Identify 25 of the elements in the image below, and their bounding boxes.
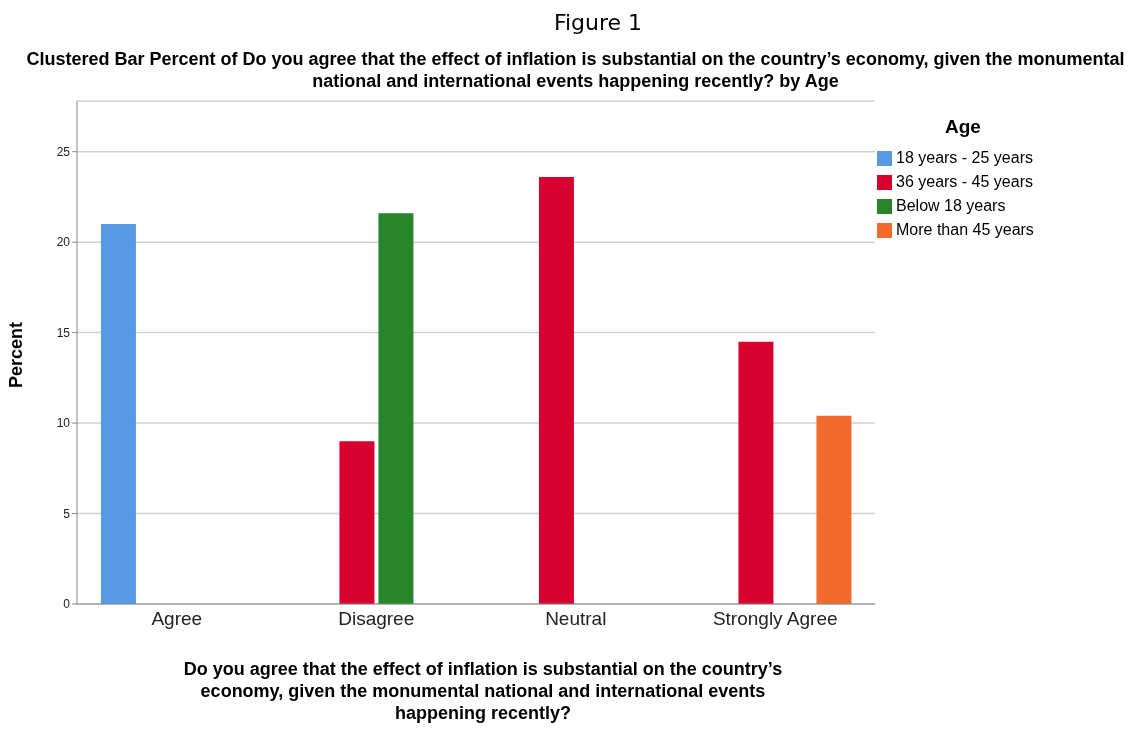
x-axis-title: Do you agree that the effect of inflation is substantial on the country’s economy, given the monumental national and international events happening recently? bbox=[182, 658, 784, 724]
x-tick-label: Strongly Agree bbox=[712, 608, 838, 630]
legend-label: 18 years - 25 years bbox=[896, 149, 1033, 167]
x-tick-label: Agree bbox=[151, 608, 203, 630]
legend-label: 36 years - 45 years bbox=[896, 173, 1033, 191]
bar bbox=[738, 341, 774, 604]
bar bbox=[339, 441, 375, 604]
legend-title: Age bbox=[945, 116, 982, 138]
bar bbox=[538, 176, 574, 604]
y-tick-label: 25 bbox=[56, 144, 71, 159]
bar bbox=[378, 213, 414, 604]
chart-title: Figure 1 bbox=[552, 10, 644, 35]
y-tick-label: 5 bbox=[63, 506, 71, 521]
x-tick-label: Disagree bbox=[338, 608, 415, 630]
legend-label: More than 45 years bbox=[896, 221, 1034, 239]
bar bbox=[100, 224, 136, 604]
y-tick-label: 10 bbox=[56, 416, 71, 431]
legend-label: Below 18 years bbox=[896, 197, 1006, 215]
x-tick-label: Neutral bbox=[545, 608, 607, 630]
y-tick-label: 15 bbox=[56, 325, 71, 340]
chart-subtitle: Clustered Bar Percent of Do you agree that the effect of inflation is substantial on the country’s economy, given the monumental national and international events happening recently? by Age bbox=[25, 48, 1126, 92]
bar bbox=[816, 415, 852, 604]
y-tick-label: 20 bbox=[56, 235, 71, 250]
y-axis-title: Percent bbox=[5, 321, 27, 389]
y-tick-label: 0 bbox=[63, 597, 71, 612]
